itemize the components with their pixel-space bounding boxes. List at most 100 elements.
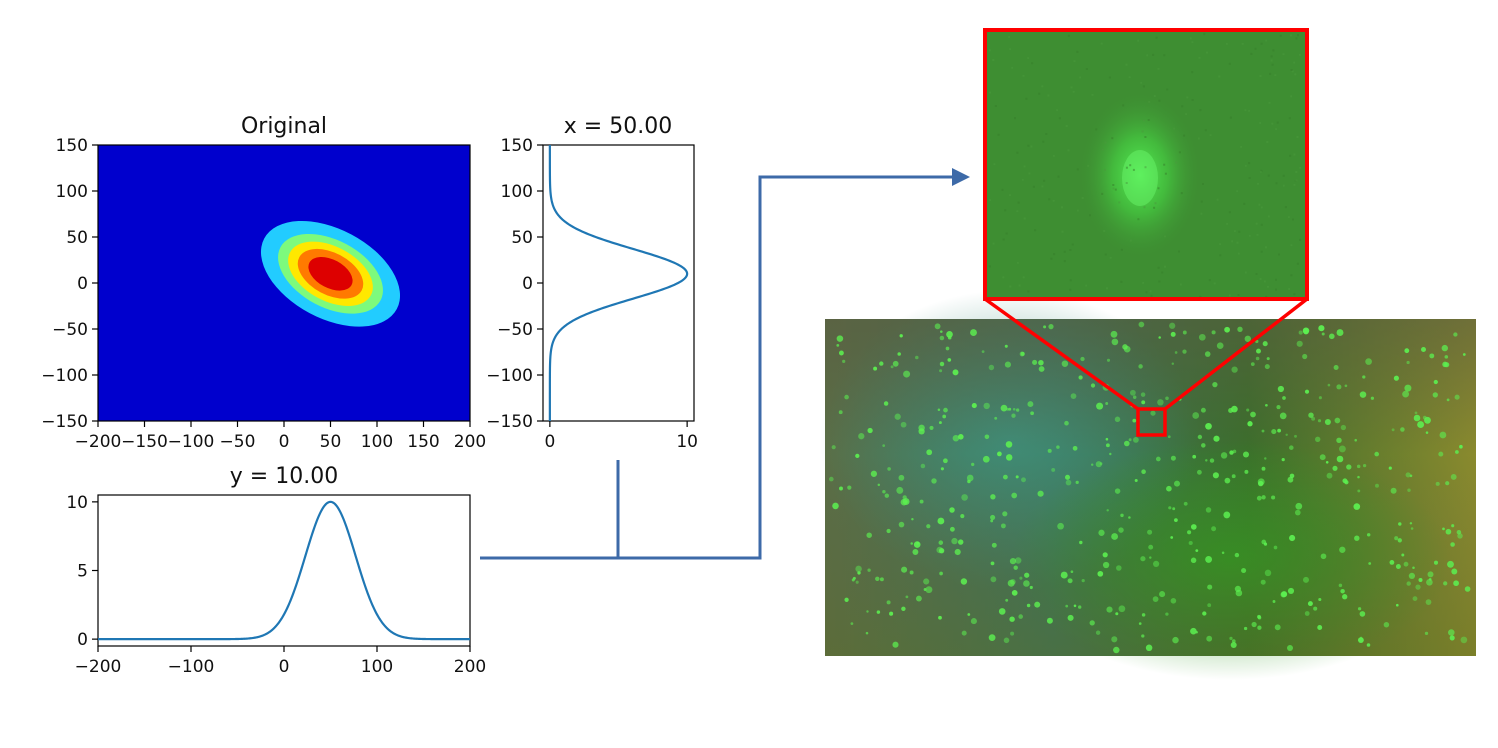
zoom-noise-pixel bbox=[1142, 281, 1145, 284]
vertical-profile-title: x = 50.00 bbox=[564, 114, 672, 139]
zoom-noise-pixel bbox=[1228, 62, 1231, 65]
zoom-noise-pixel bbox=[1248, 234, 1251, 237]
micrograph-spot bbox=[1262, 341, 1268, 347]
zoom-noise-pixel bbox=[1255, 222, 1258, 225]
micrograph-spot bbox=[982, 455, 990, 463]
micrograph-spot bbox=[1365, 358, 1372, 365]
micrograph-spot bbox=[1106, 509, 1109, 512]
micrograph-spot bbox=[1450, 542, 1455, 547]
micrograph-spot bbox=[1334, 417, 1341, 424]
vertical-profile-x-ticks: 0 10 bbox=[544, 421, 698, 452]
zoom-selection-box bbox=[1136, 407, 1167, 437]
zoom-noise-pixel bbox=[1292, 218, 1294, 221]
micrograph-spot bbox=[1115, 612, 1119, 616]
micrograph-spot bbox=[942, 414, 947, 419]
micrograph-spot bbox=[1116, 565, 1122, 571]
micrograph-spot bbox=[929, 425, 934, 430]
zoom-noise-pixel bbox=[1282, 184, 1285, 187]
micrograph-spot bbox=[1141, 400, 1146, 405]
micrograph-spot bbox=[1095, 630, 1101, 635]
micrograph-spot bbox=[1271, 429, 1277, 435]
horizontal-profile-y-ticks: 0 5 10 bbox=[66, 493, 98, 650]
micrograph-spot bbox=[1397, 538, 1402, 543]
zoom-noise-pixel bbox=[994, 105, 997, 107]
zoom-noise-pixel bbox=[1209, 134, 1212, 137]
micrograph-spot bbox=[857, 571, 861, 575]
micrograph-spot bbox=[1060, 571, 1068, 579]
micrograph-spot bbox=[1000, 523, 1006, 529]
micrograph-spot bbox=[915, 595, 922, 602]
micrograph-spot bbox=[1443, 581, 1448, 586]
micrograph-spot bbox=[1122, 344, 1128, 350]
micrograph-spot bbox=[1427, 571, 1434, 578]
micrograph-spot bbox=[889, 611, 894, 616]
zoom-noise-pixel bbox=[1294, 73, 1297, 76]
zoom-noise-pixel bbox=[1259, 75, 1262, 77]
micrograph-spot bbox=[1445, 481, 1450, 486]
zoom-noise-pixel bbox=[1043, 179, 1046, 182]
micrograph-spot bbox=[1128, 516, 1131, 519]
micrograph-spot bbox=[887, 467, 891, 471]
micrograph-spot bbox=[1342, 594, 1348, 600]
zoom-callout bbox=[983, 297, 1309, 437]
micrograph-spot bbox=[1221, 551, 1225, 554]
micrograph-spot bbox=[1362, 375, 1366, 379]
micrograph-spot bbox=[1277, 385, 1285, 393]
zoom-noise-pixel bbox=[1250, 52, 1253, 55]
horizontal-profile-y-tick-label: 5 bbox=[77, 562, 88, 582]
micrograph-spot bbox=[879, 577, 884, 582]
micrograph-spot bbox=[1318, 597, 1322, 602]
micrograph-spot bbox=[1408, 572, 1416, 580]
micrograph-spot bbox=[1061, 360, 1069, 367]
micrograph-spot bbox=[1327, 383, 1331, 387]
zoom-noise-pixel bbox=[1153, 206, 1156, 209]
zoom-noise-pixel bbox=[1069, 249, 1072, 251]
micrograph-spot bbox=[1182, 330, 1187, 335]
micrograph-spot bbox=[1169, 322, 1176, 329]
micrograph-spot bbox=[938, 615, 942, 620]
zoom-noise-pixel bbox=[1231, 240, 1234, 243]
zoom-noise-pixel bbox=[1065, 125, 1068, 127]
micrograph-spot bbox=[1133, 437, 1139, 443]
micrograph-spot bbox=[1070, 570, 1074, 574]
micrograph-spot bbox=[1247, 421, 1253, 427]
zoom-noise-pixel bbox=[1150, 294, 1153, 297]
micrograph-spot bbox=[1277, 428, 1282, 433]
horizontal-profile-x-ticks: −200 −100 0 100 200 bbox=[75, 646, 486, 677]
zoom-noise-pixel bbox=[1109, 256, 1112, 259]
micrograph-spot bbox=[1038, 366, 1045, 372]
micrograph-spot bbox=[1030, 411, 1034, 416]
zoom-noise-pixel bbox=[1142, 119, 1145, 122]
micrograph-spot bbox=[1138, 321, 1145, 328]
zoom-noise-pixel bbox=[1257, 182, 1259, 185]
zoom-noise-pixel bbox=[1244, 164, 1247, 167]
micrograph-spot bbox=[1402, 390, 1410, 398]
micrograph-spot bbox=[1272, 600, 1276, 603]
micrograph-spot bbox=[1047, 448, 1052, 453]
micrograph-spot bbox=[890, 365, 894, 369]
micrograph-spot bbox=[1451, 568, 1458, 575]
micrograph-spot bbox=[1405, 472, 1411, 478]
micrograph-spot bbox=[1190, 557, 1197, 564]
micrograph-spot bbox=[1442, 361, 1448, 368]
horizontal-profile-y-tick-label: 10 bbox=[66, 493, 88, 513]
micrograph-spot bbox=[926, 524, 931, 529]
micrograph-spot bbox=[1395, 603, 1399, 607]
micrograph-spot bbox=[1282, 396, 1286, 400]
zoom-noise-pixel bbox=[1070, 86, 1073, 89]
micrograph-spot bbox=[957, 433, 964, 440]
zoom-noise-pixel bbox=[1290, 69, 1293, 71]
heatmap-x-tick-label: −50 bbox=[220, 432, 256, 452]
micrograph-spot bbox=[1128, 438, 1132, 442]
micrograph-spot bbox=[1147, 529, 1153, 535]
micrograph-spot bbox=[883, 401, 889, 406]
micrograph-spot bbox=[1196, 469, 1202, 475]
micrograph-spot bbox=[1231, 405, 1238, 413]
vertical-profile-x-tick-label: 10 bbox=[676, 432, 698, 452]
micrograph-spot bbox=[939, 335, 945, 341]
micrograph-spot bbox=[1287, 476, 1294, 483]
zoom-noise-pixel bbox=[1011, 66, 1014, 69]
micrograph-spot bbox=[1072, 445, 1078, 451]
zoom-noise-pixel bbox=[1260, 223, 1263, 226]
micrograph-spot bbox=[894, 413, 901, 420]
